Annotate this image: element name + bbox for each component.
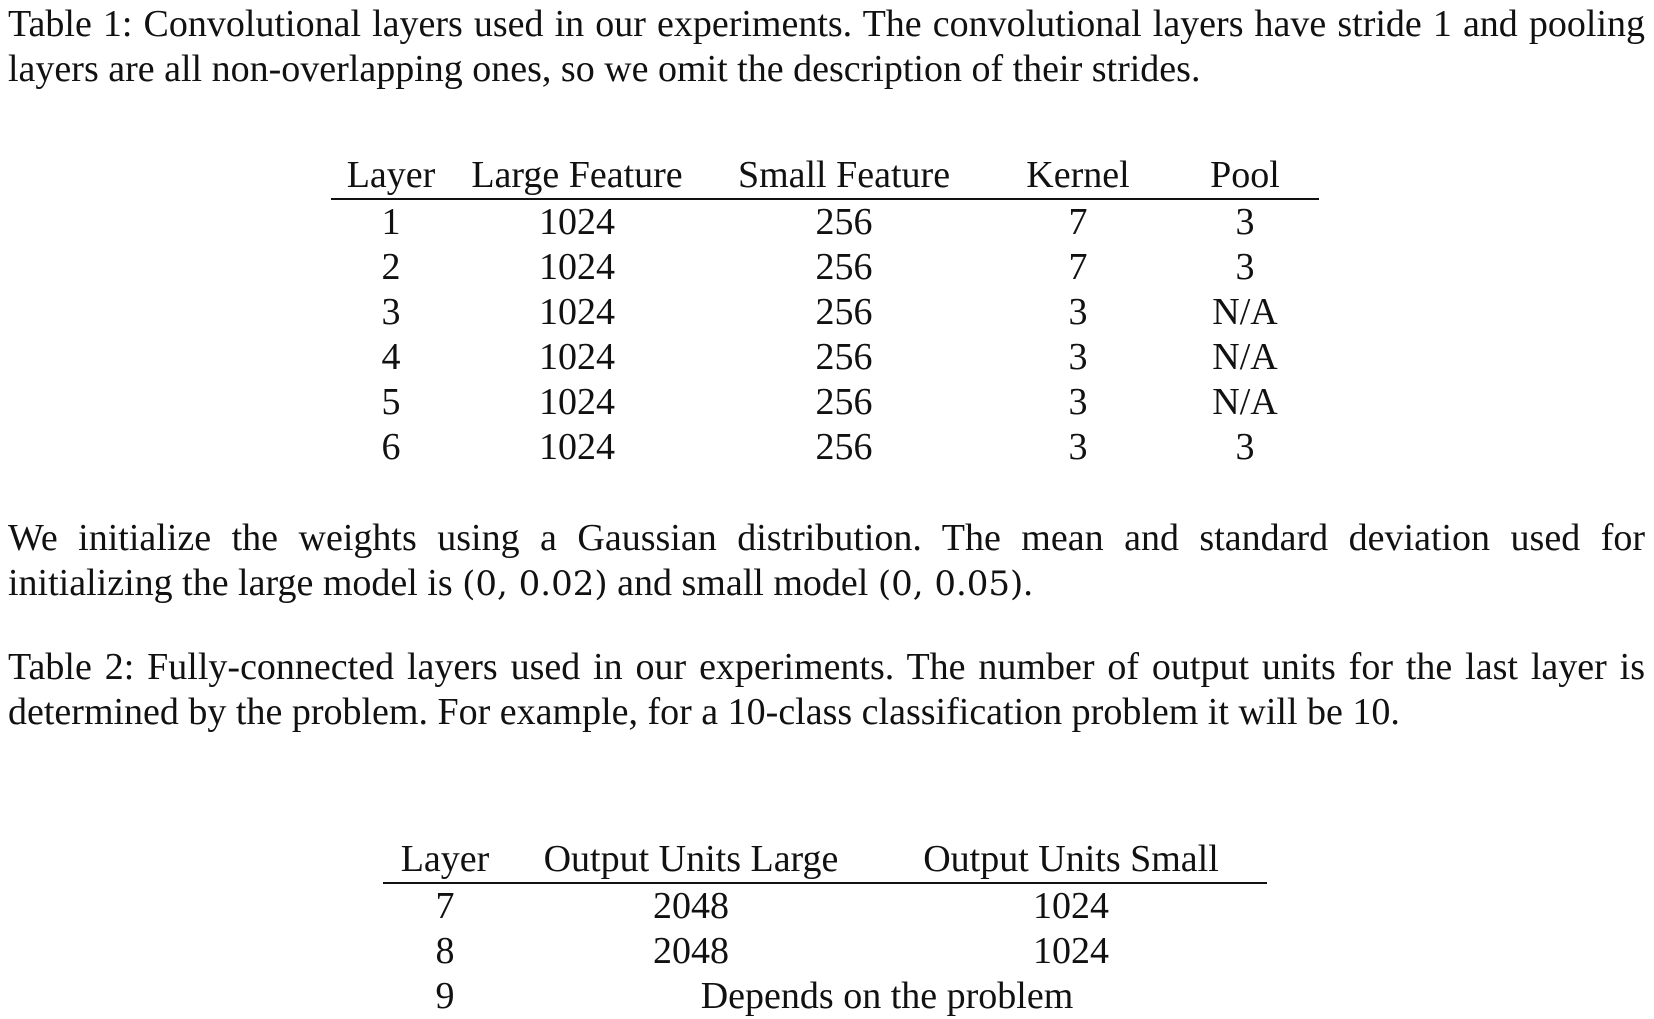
cell-kernel: 7 bbox=[1068, 201, 1088, 243]
cell-large-feature: 1024 bbox=[539, 246, 615, 288]
cell-output-units-small: 1024 bbox=[1033, 885, 1109, 927]
cell-pool: 3 bbox=[1235, 426, 1255, 468]
header-kernel: Kernel bbox=[1026, 154, 1130, 196]
conv-layers-table: Layer Large Feature Small Feature Kernel… bbox=[331, 150, 1319, 470]
cell-kernel: 3 bbox=[1068, 381, 1088, 423]
cell-output-units-large: 2048 bbox=[653, 930, 729, 972]
cell-kernel: 3 bbox=[1068, 291, 1088, 333]
fc-layers-table: Layer Output Units Large Output Units Sm… bbox=[383, 834, 1267, 1019]
header-large-feature: Large Feature bbox=[471, 154, 683, 196]
cell-layer: 3 bbox=[381, 291, 401, 333]
cell-large-feature: 1024 bbox=[539, 291, 615, 333]
paragraph-text: . bbox=[1023, 562, 1033, 604]
cell-kernel: 7 bbox=[1068, 246, 1088, 288]
cell-depends-on-problem: Depends on the problem bbox=[700, 975, 1074, 1017]
header-output-units-small: Output Units Small bbox=[923, 838, 1219, 880]
cell-small-feature: 256 bbox=[815, 381, 873, 423]
table-2-caption: Table 2: Fully-connected layers used in … bbox=[8, 646, 1645, 733]
table-header-row: Layer Output Units Large Output Units Sm… bbox=[383, 834, 1267, 883]
small-model-params: (0, 0.05) bbox=[877, 564, 1024, 604]
header-output-units-large: Output Units Large bbox=[543, 838, 839, 880]
cell-pool: N/A bbox=[1212, 291, 1278, 333]
table-header-row: Layer Large Feature Small Feature Kernel… bbox=[331, 150, 1319, 199]
table-row: 1 1024 256 7 3 bbox=[331, 199, 1319, 245]
cell-large-feature: 1024 bbox=[539, 201, 615, 243]
table-row: 8 2048 1024 bbox=[383, 929, 1267, 974]
table-row: 7 2048 1024 bbox=[383, 883, 1267, 929]
table-row: 2 1024 256 7 3 bbox=[331, 245, 1319, 290]
cell-small-feature: 256 bbox=[815, 426, 873, 468]
cell-layer: 7 bbox=[435, 885, 455, 927]
cell-small-feature: 256 bbox=[815, 246, 873, 288]
cell-small-feature: 256 bbox=[815, 336, 873, 378]
header-layer: Layer bbox=[400, 838, 490, 880]
cell-layer: 5 bbox=[381, 381, 401, 423]
table-row: 6 1024 256 3 3 bbox=[331, 425, 1319, 470]
cell-pool: N/A bbox=[1212, 336, 1278, 378]
table-row: 9 Depends on the problem bbox=[383, 974, 1267, 1019]
cell-pool: 3 bbox=[1235, 201, 1255, 243]
weight-init-paragraph: We initialize the weights using a Gaussi… bbox=[8, 516, 1645, 607]
cell-kernel: 3 bbox=[1068, 336, 1088, 378]
cell-layer: 2 bbox=[381, 246, 401, 288]
cell-kernel: 3 bbox=[1068, 426, 1088, 468]
cell-output-units-large: 2048 bbox=[653, 885, 729, 927]
large-model-params: (0, 0.02) bbox=[462, 564, 608, 604]
cell-small-feature: 256 bbox=[815, 291, 873, 333]
cell-small-feature: 256 bbox=[815, 201, 873, 243]
cell-layer: 9 bbox=[435, 975, 455, 1017]
cell-layer: 8 bbox=[435, 930, 455, 972]
cell-large-feature: 1024 bbox=[539, 381, 615, 423]
paragraph-text: and small model bbox=[607, 562, 878, 604]
paragraph-text: We initialize the weights using a Gaussi… bbox=[8, 517, 1645, 604]
table-row: 3 1024 256 3 N/A bbox=[331, 290, 1319, 335]
cell-layer: 6 bbox=[381, 426, 401, 468]
table-row: 4 1024 256 3 N/A bbox=[331, 335, 1319, 380]
header-layer: Layer bbox=[346, 154, 436, 196]
cell-output-units-small: 1024 bbox=[1033, 930, 1109, 972]
table-row: 5 1024 256 3 N/A bbox=[331, 380, 1319, 425]
header-pool: Pool bbox=[1210, 154, 1280, 196]
cell-pool: 3 bbox=[1235, 246, 1255, 288]
cell-layer: 4 bbox=[381, 336, 401, 378]
header-small-feature: Small Feature bbox=[737, 154, 951, 196]
table-1-caption: Table 1: Convolutional layers used in ou… bbox=[8, 3, 1645, 90]
cell-layer: 1 bbox=[381, 201, 401, 243]
cell-pool: N/A bbox=[1212, 381, 1278, 423]
cell-large-feature: 1024 bbox=[539, 426, 615, 468]
cell-large-feature: 1024 bbox=[539, 336, 615, 378]
